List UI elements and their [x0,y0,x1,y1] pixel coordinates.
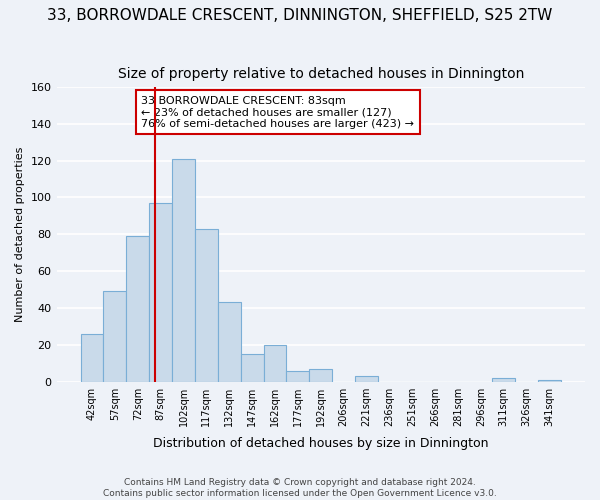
Bar [493,378,515,382]
Bar [103,292,127,382]
Bar [80,334,103,382]
Bar [195,228,218,382]
X-axis label: Distribution of detached houses by size in Dinnington: Distribution of detached houses by size … [153,437,488,450]
Bar [241,354,263,382]
Bar [218,302,241,382]
Bar [149,203,172,382]
Bar [286,370,310,382]
Bar [310,369,332,382]
Text: 33 BORROWDALE CRESCENT: 83sqm
← 23% of detached houses are smaller (127)
76% of : 33 BORROWDALE CRESCENT: 83sqm ← 23% of d… [141,96,414,129]
Text: Contains HM Land Registry data © Crown copyright and database right 2024.
Contai: Contains HM Land Registry data © Crown c… [103,478,497,498]
Y-axis label: Number of detached properties: Number of detached properties [15,146,25,322]
Title: Size of property relative to detached houses in Dinnington: Size of property relative to detached ho… [118,68,524,82]
Bar [127,236,149,382]
Bar [355,376,378,382]
Bar [263,345,286,382]
Text: 33, BORROWDALE CRESCENT, DINNINGTON, SHEFFIELD, S25 2TW: 33, BORROWDALE CRESCENT, DINNINGTON, SHE… [47,8,553,22]
Bar [172,158,195,382]
Bar [538,380,561,382]
